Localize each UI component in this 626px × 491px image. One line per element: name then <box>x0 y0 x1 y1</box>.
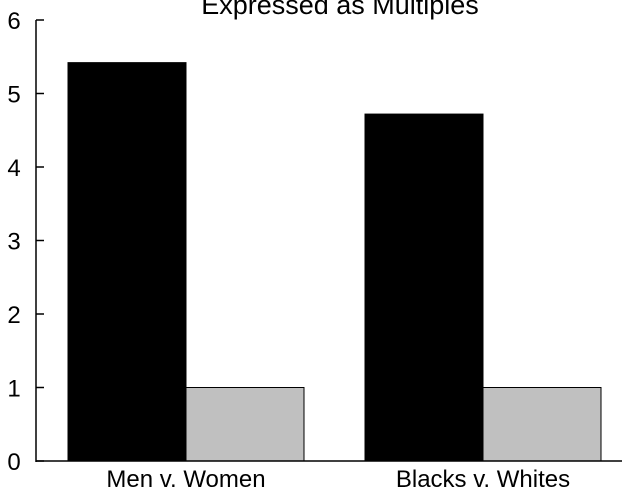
y-tick-label: 6 <box>7 8 20 35</box>
y-tick-label: 3 <box>7 229 20 256</box>
chart-title: Expressed as Multiples <box>201 0 479 20</box>
bar-reference-1 <box>185 387 305 462</box>
y-tick-label: 1 <box>7 376 20 403</box>
bar-reference-2 <box>482 387 602 462</box>
y-tick-label: 0 <box>7 449 20 476</box>
y-tick-label: 4 <box>7 155 20 182</box>
y-ticks-group: 0 1 2 3 4 5 6 <box>7 8 44 476</box>
x-category-label: Men v. Women <box>106 466 265 491</box>
x-category-label: Blacks v. Whites <box>396 466 570 491</box>
bar-primary-2 <box>364 113 484 462</box>
bars-group <box>67 62 602 462</box>
y-tick-label: 2 <box>7 302 20 329</box>
y-tick-label: 5 <box>7 82 20 109</box>
x-labels-group: Men v. Women Blacks v. Whites <box>106 466 570 491</box>
bar-primary-1 <box>67 62 187 462</box>
